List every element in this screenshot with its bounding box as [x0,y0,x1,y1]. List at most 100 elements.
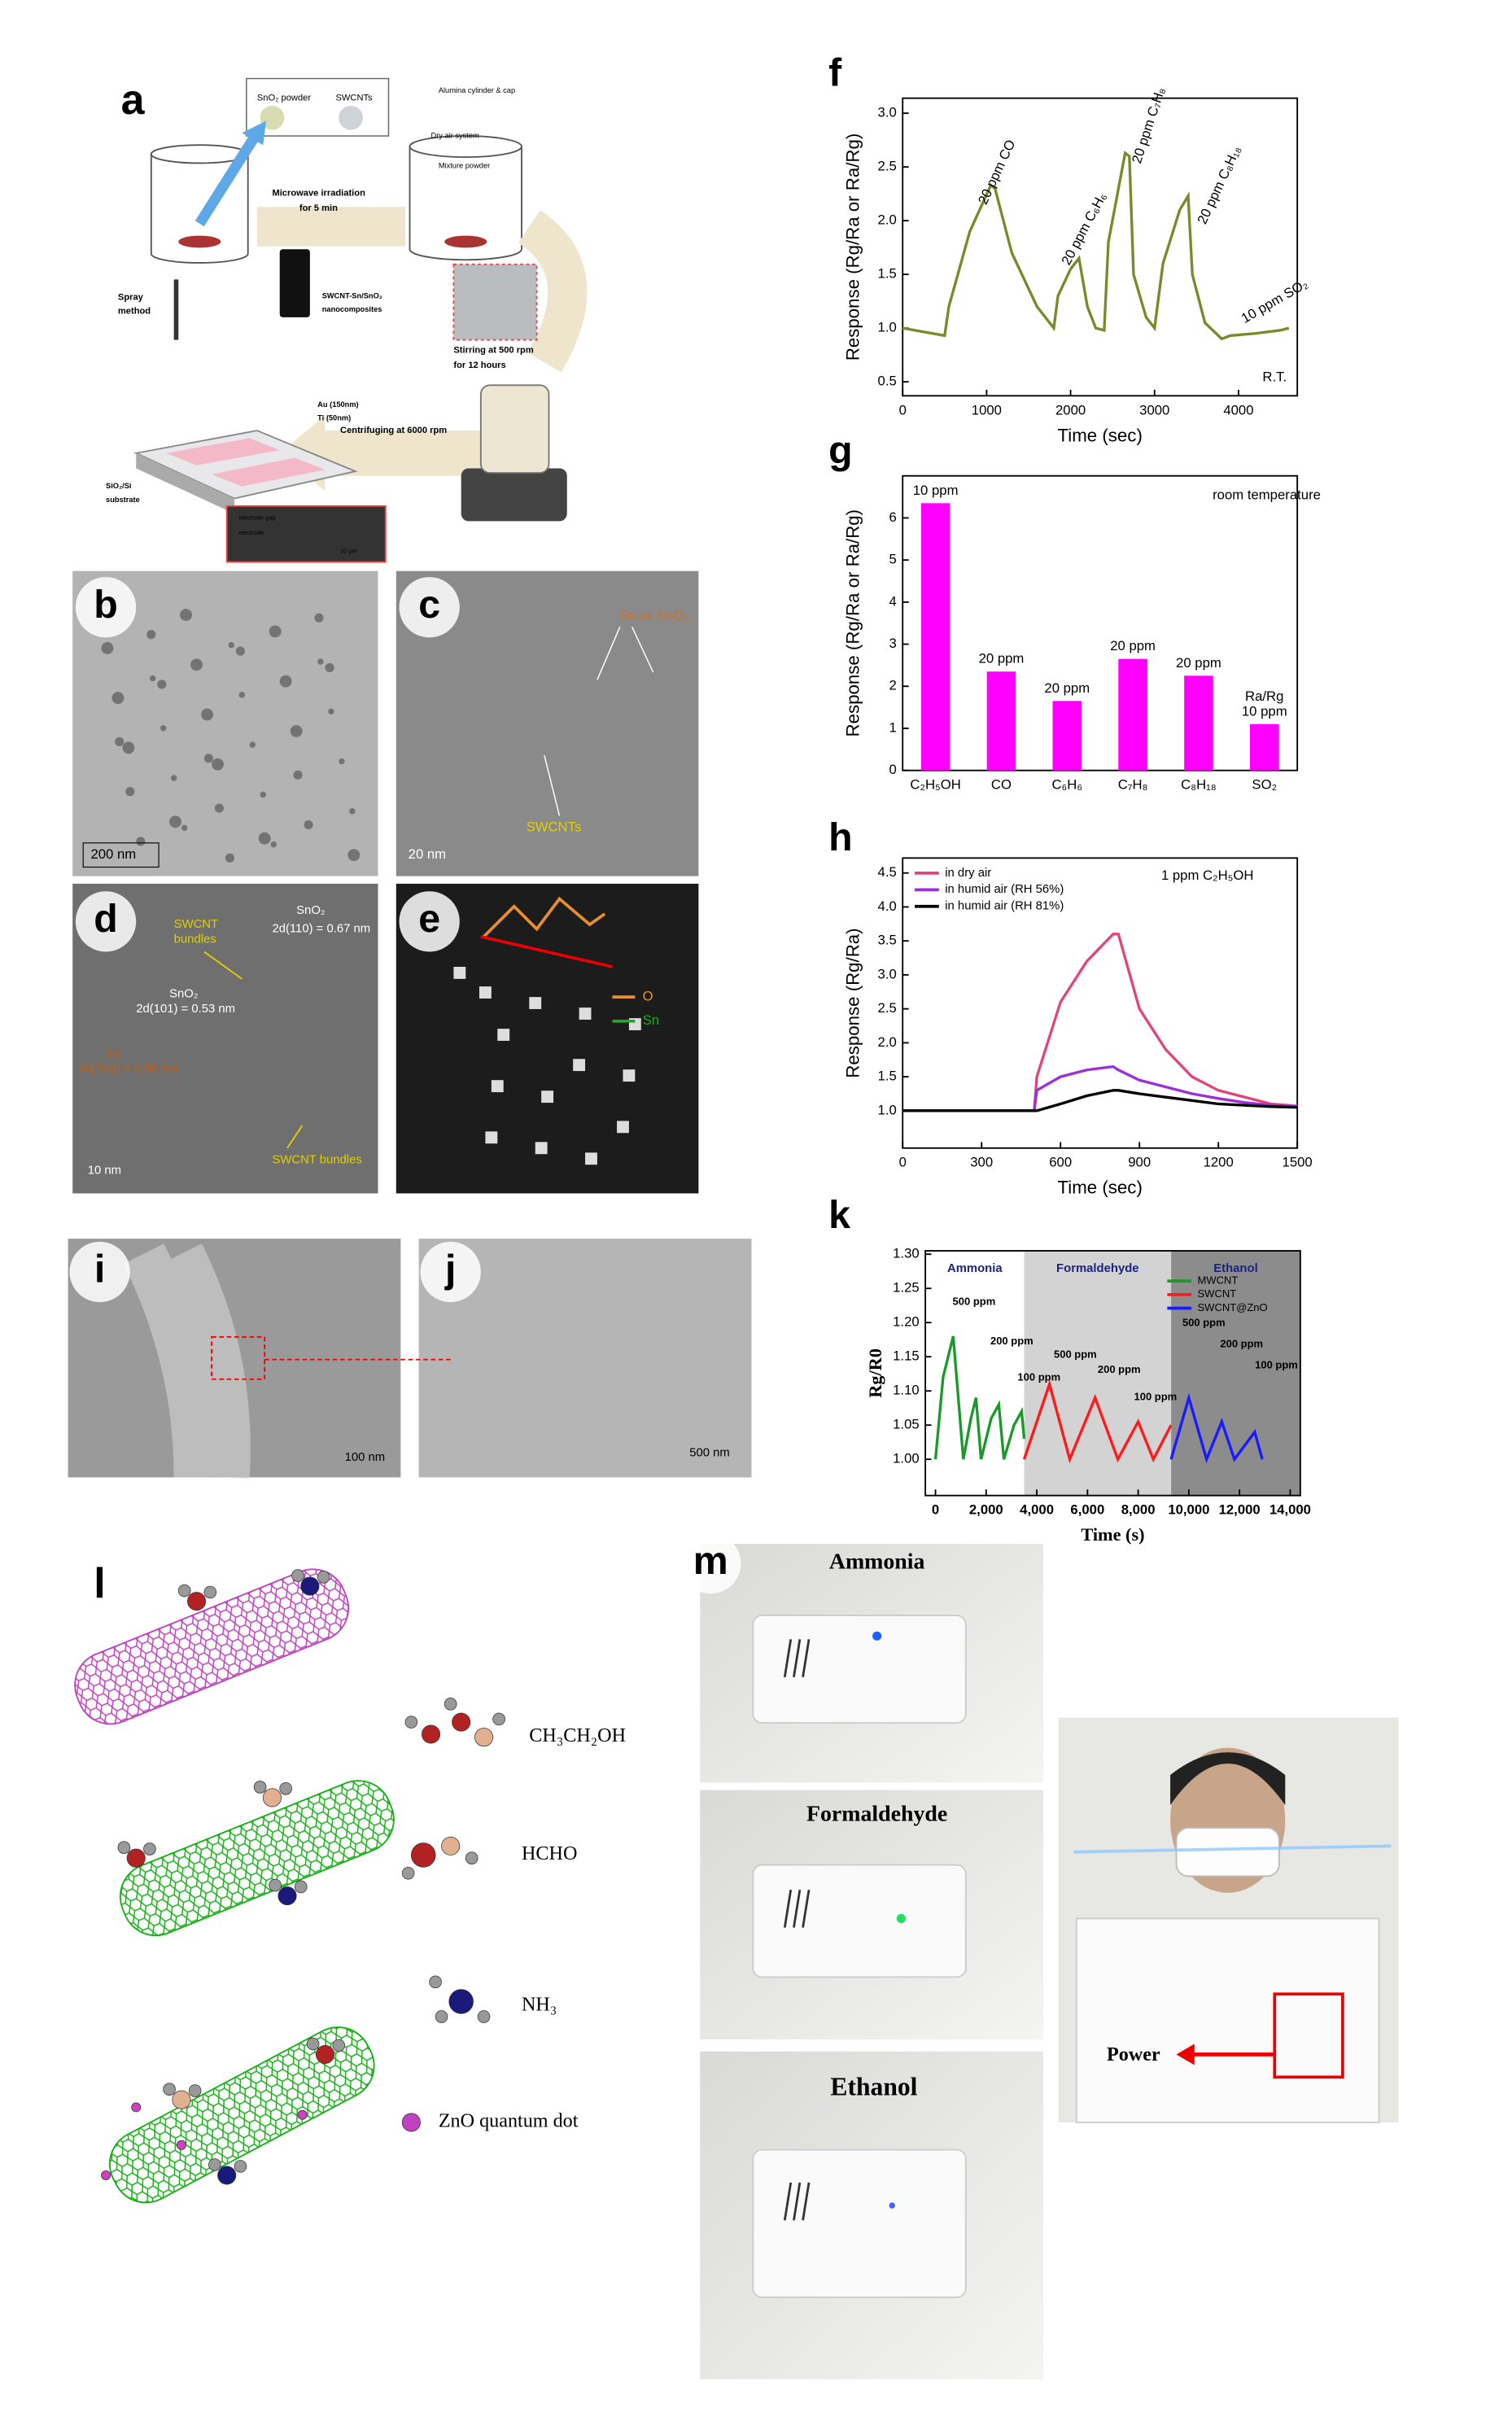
annotation: 200 ppm [990,1335,1033,1347]
panel-label: k [828,1193,850,1237]
y-tick-label: 3.5 [878,933,897,948]
label-backdrop [75,891,137,952]
atom [411,1842,436,1868]
bar [920,503,950,771]
nanotube [74,1568,350,1725]
particle [169,815,181,828]
panel-label: b [94,583,117,627]
diagram-text: Microwave irradiation [272,189,365,199]
atom [177,2139,186,2150]
particle [125,787,135,797]
x-tick-label: 2000 [1055,402,1086,417]
region-label: Ethanol [1213,1262,1257,1275]
particle [101,641,114,654]
particle [304,820,313,830]
atom [300,1576,320,1596]
diagram-text: Ti (50nm) [317,414,351,422]
y-tick-label: 1.5 [878,1069,897,1084]
pointer [203,951,304,1149]
particle [328,708,334,715]
atom [477,2010,491,2023]
diagram-text: method [118,306,151,316]
plot-frame [902,474,1299,771]
atom [404,1716,418,1729]
diagram-text: Au (150nm) [317,400,358,409]
y-tick-label: 1.0 [878,1102,897,1117]
bottle [279,249,310,317]
bar [1249,723,1279,771]
atom [277,1886,297,1906]
mask [752,1864,967,1978]
atom [101,2170,111,2180]
cylinder [150,154,249,264]
annotation: 10 nm [88,1165,121,1178]
atom [163,2083,176,2096]
annotation: Sn or SnO₂ [620,608,689,623]
panel-label: i [94,1248,105,1292]
coat [1075,1917,1380,2123]
bar-label: 20 ppm [1176,655,1221,671]
x-tick-label: C₇H₈ [1118,777,1148,793]
legend-text: in humid air (RH 81%) [945,900,1064,913]
annotation: Sn [106,1048,120,1061]
legend-text: in dry air [945,867,991,880]
particle [249,741,256,748]
atom [332,2039,345,2052]
sample [178,235,221,248]
annotation: 100 ppm [1017,1370,1060,1383]
annotation: 200 ppm [1220,1338,1263,1350]
bar-label: 10 ppm [1242,703,1287,719]
particle [235,646,245,656]
annotation: 500 ppm [1054,1348,1097,1360]
y-axis-label: Response (Rg/Ra or Ra/Rg) [843,509,863,737]
panel-label: m [693,1539,728,1583]
particle [325,662,334,673]
region-label: Ammonia [947,1262,1003,1275]
atom [306,2037,320,2051]
y-tick-label: 1.30 [893,1246,920,1261]
x-tick-label: 900 [1128,1155,1151,1170]
particle [260,791,267,798]
mask [752,1615,967,1724]
tube-body [74,1568,350,1725]
atom [126,1848,146,1868]
particle [317,658,324,665]
y-tick-label: 3.0 [878,105,897,120]
annotation: 1 ppm C₂H₅OH [1161,868,1254,883]
x-axis-label: Time (sec) [1058,425,1143,445]
particle [270,841,277,848]
powder [260,105,285,130]
atom [172,2090,191,2109]
particle [497,1029,510,1041]
x-tick-label: 14,000 [1269,1502,1311,1518]
atom [452,1712,471,1732]
x-tick-label: 12,000 [1219,1502,1261,1518]
diagram-text: for 12 hours [453,361,505,370]
process-band [256,207,588,373]
panel-label: g [828,429,852,473]
label-backdrop [399,577,460,638]
particle [203,754,213,763]
legend-text: Sn [643,1012,659,1028]
y-tick-label: 6 [889,509,896,525]
bar [1118,658,1147,771]
y-axis-label: Response (Rg/Ra or Ra/Rg) [843,133,863,361]
annotation: 2d(110) = 0.67 nm [272,923,370,936]
particle [479,986,492,999]
bar-label: 20 ppm [1044,680,1090,696]
y-tick-label: 3 [889,636,896,651]
x-tick-label: 4,000 [1020,1502,1054,1518]
bar-label: Ra/Rg [1245,688,1283,704]
y-tick-label: 1.00 [893,1451,920,1466]
annotation: SWCNTs [527,820,582,835]
particle [293,770,303,780]
diagram-text: nanocomposites [322,305,382,313]
particle [181,824,188,831]
panel-label: j [444,1248,456,1292]
particle [617,1121,629,1134]
particle [146,630,156,640]
x-tick-label: 1000 [972,402,1002,417]
diagram-text: SnO₂ powder [257,94,311,103]
diagram-text: electrode gap [239,514,276,522]
nanotube [108,2026,375,2204]
